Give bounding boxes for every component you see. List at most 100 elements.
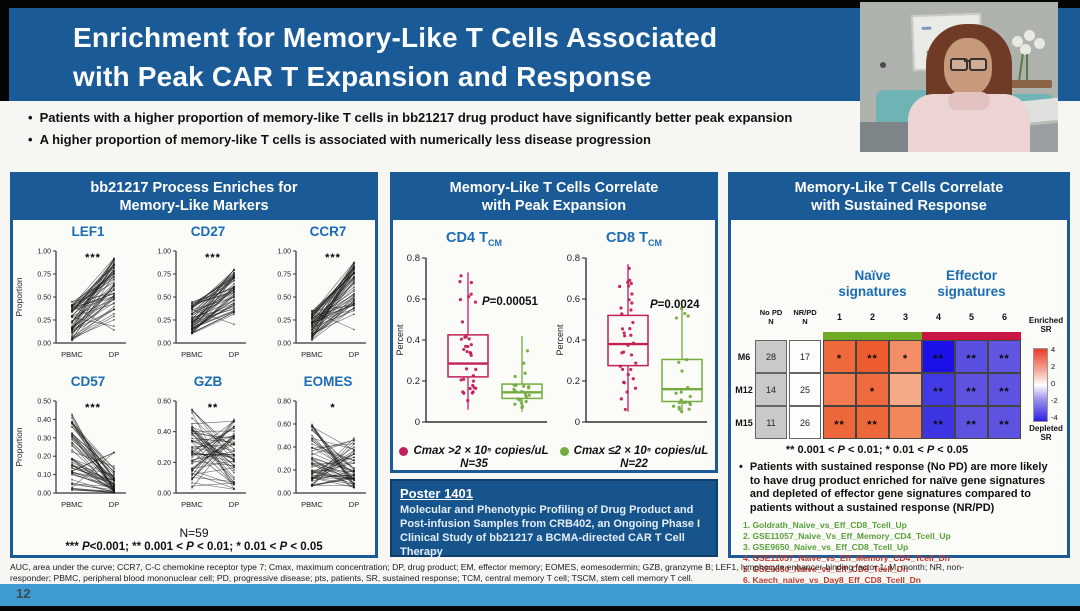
nrpd-value: 26 <box>799 417 810 428</box>
heatmap-footnote: ** 0.001 < P < 0.01; * 0.01 < P < 0.05 <box>785 444 969 456</box>
svg-text:1.00: 1.00 <box>277 249 291 256</box>
row-label-m6: M6 <box>737 351 751 362</box>
significance-stars: *** <box>85 252 101 264</box>
svg-text:DP: DP <box>229 500 239 509</box>
heatmap-cell: ** <box>955 373 988 406</box>
colorbar-tick: 4 <box>1051 345 1056 354</box>
cell-nrpd-n: 17 <box>789 340 821 373</box>
boxplot-chart: 0 0.2 0.4 0.6 0.8 Percent P=0.00051 <box>395 253 547 428</box>
svg-text:PBMC: PBMC <box>181 500 203 509</box>
heatmap-cell: * <box>889 340 922 373</box>
heatmap-cell <box>889 406 922 439</box>
cell-stars: ** <box>999 385 1010 398</box>
group-label-effector: Effector signatures <box>937 268 1006 299</box>
cell-nopd-n: 11 <box>755 406 787 439</box>
poster-number: Poster 1401 <box>400 486 473 501</box>
col-header-1: 1 <box>836 312 842 322</box>
svg-text:0.50: 0.50 <box>277 295 291 302</box>
svg-text:PBMC: PBMC <box>301 350 323 359</box>
p-value-label: P=0.00051 <box>482 296 539 308</box>
bullet-icon: • <box>739 461 743 473</box>
nopd-value: 11 <box>766 417 776 428</box>
box-plots: CD4 TCM 0 0.2 0.4 0.6 0.8 Percent P=0.00051 CD8 … <box>393 220 715 443</box>
bullet-text: A higher proportion of memory-like T cel… <box>39 132 651 147</box>
panel-peak-expansion: Memory-Like T Cells Correlate with Peak … <box>390 172 718 473</box>
svg-text:0.25: 0.25 <box>157 318 171 325</box>
col-header-3: 3 <box>902 312 908 322</box>
svg-text:Percent: Percent <box>395 324 405 356</box>
heatmap-cell: ** <box>856 406 889 439</box>
gene-signature-lists: 1. Goldrath_Naive_vs_Eff_CD8_Tcell_Up 2. … <box>743 520 1063 586</box>
marker-subplot-cd27: CD27 0.00 0.25 0.50 0.75 1.00 *** PBMC DP <box>134 224 254 372</box>
heatmap-cell: ** <box>955 340 988 373</box>
page-number: 12 <box>16 586 31 601</box>
svg-text:0.00: 0.00 <box>277 491 291 498</box>
col-header-4: 4 <box>935 312 941 322</box>
p-value-label: P=0.0024 <box>650 299 700 311</box>
box-plot-legend: Cmax >2 × 10⁵ copies/uL N=35 Cmax ≤2 × 10⁵… <box>393 445 715 470</box>
svg-text:PBMC: PBMC <box>181 350 203 359</box>
legend-n-label: N=35 <box>460 458 488 470</box>
colorbar-gradient <box>1033 348 1048 422</box>
key-points: • Patients with a higher proportion of m… <box>28 110 888 154</box>
svg-text:DP: DP <box>109 500 119 509</box>
heatmap-cell: ** <box>955 406 988 439</box>
svg-text:0.00: 0.00 <box>157 341 171 348</box>
row-label-m15: M15 <box>735 417 753 428</box>
marker-subplot-ccr7: CCR7 0.00 0.25 0.50 0.75 1.00 *** PBMC DP <box>254 224 374 372</box>
nopd-value: 14 <box>765 384 776 395</box>
svg-text:0.75: 0.75 <box>157 272 171 279</box>
presenter-cowl <box>948 92 990 110</box>
svg-text:1.00: 1.00 <box>37 249 51 256</box>
cell-nopd-n: 28 <box>755 340 787 373</box>
panel-sustained-response: Memory-Like T Cells Correlate with Susta… <box>728 172 1070 585</box>
marker-subplot-gzb: GZB 0.00 0.20 0.40 0.60 ** PBMC DP <box>134 374 254 522</box>
svg-text:DP: DP <box>349 500 359 509</box>
marker-title: CD27 <box>190 224 226 239</box>
legend-label: Cmax >2 × 10⁵ copies/uL <box>413 445 549 457</box>
svg-text:0.6: 0.6 <box>567 294 580 305</box>
row-label-m12: M12 <box>735 384 753 395</box>
boxplot-cd4t: CD4 TCM 0 0.2 0.4 0.6 0.8 Percent P=0.00051 <box>394 230 554 443</box>
svg-text:0.00: 0.00 <box>37 491 51 498</box>
nrpd-value: 25 <box>799 384 810 395</box>
wall-detail <box>880 62 886 68</box>
svg-text:0.00: 0.00 <box>157 491 171 498</box>
footer-line2: responder; PBMC, peripheral blood mononu… <box>10 572 694 583</box>
response-bullet: • Patients with sustained response (No PD… <box>739 461 1051 515</box>
legend-item-high-cmax: Cmax >2 × 10⁵ copies/uL N=35 <box>394 445 554 470</box>
signature-dn-item: 4. GSE11057_Naive_vs_Eff_Memory_CD4_Tcel… <box>743 553 950 563</box>
sample-size-label: N=59 <box>179 526 209 540</box>
panel-process-title: bb21217 Process Enriches for Memory-Like… <box>13 175 375 220</box>
marker-title: CCR7 <box>309 224 347 239</box>
svg-text:0.50: 0.50 <box>37 295 51 302</box>
poster-callout[interactable]: Poster 1401 Molecular and Phenotypic Pro… <box>390 479 718 558</box>
svg-text:0.2: 0.2 <box>407 376 420 387</box>
cell-stars: * <box>869 385 876 398</box>
svg-text:Percent: Percent <box>555 324 565 356</box>
webcam-video[interactable] <box>860 2 1058 152</box>
significance-stars: ** <box>208 402 219 414</box>
heatmap-cell <box>823 373 856 406</box>
svg-text:0: 0 <box>415 417 420 428</box>
cell-stars: ** <box>999 352 1010 365</box>
marker-chart-cd27: 0.00 0.25 0.50 0.75 1.00 *** PBMC DP <box>157 249 246 359</box>
signature-up-item: 2. GSE11057_Naive_Vs_Eff_Memory_CD4_Tcel… <box>743 531 951 541</box>
boxplot-title: CD8 TCM <box>606 230 662 248</box>
legend-label: Cmax ≤2 × 10⁵ copies/uL <box>573 445 709 457</box>
side-table <box>1000 80 1052 88</box>
heatmap-cell: * <box>823 340 856 373</box>
cell-stars: ** <box>999 418 1010 431</box>
colorbar-enriched-label: Enriched SR <box>1028 316 1064 334</box>
group-label-naive: Naïve signatures <box>838 268 907 299</box>
marker-subplot-cd57: CD57 0.00 0.10 0.20 0.30 0.40 0.50 Proportion **… <box>14 374 134 522</box>
bottom-border <box>0 606 1080 611</box>
signature-up-item: 1. Goldrath_Naive_vs_Eff_CD8_Tcell_Up <box>743 520 907 530</box>
signature-dn-item: 6. Kaech_naive_vs_Day8_Eff_CD8_Tcell_Dn <box>743 575 921 585</box>
svg-text:0.25: 0.25 <box>277 318 291 325</box>
cell-stars: ** <box>966 352 977 365</box>
presenter-glasses <box>950 58 987 71</box>
col-header-6: 6 <box>1001 312 1007 322</box>
svg-text:0.00: 0.00 <box>277 341 291 348</box>
legend-dot-icon <box>559 446 569 456</box>
